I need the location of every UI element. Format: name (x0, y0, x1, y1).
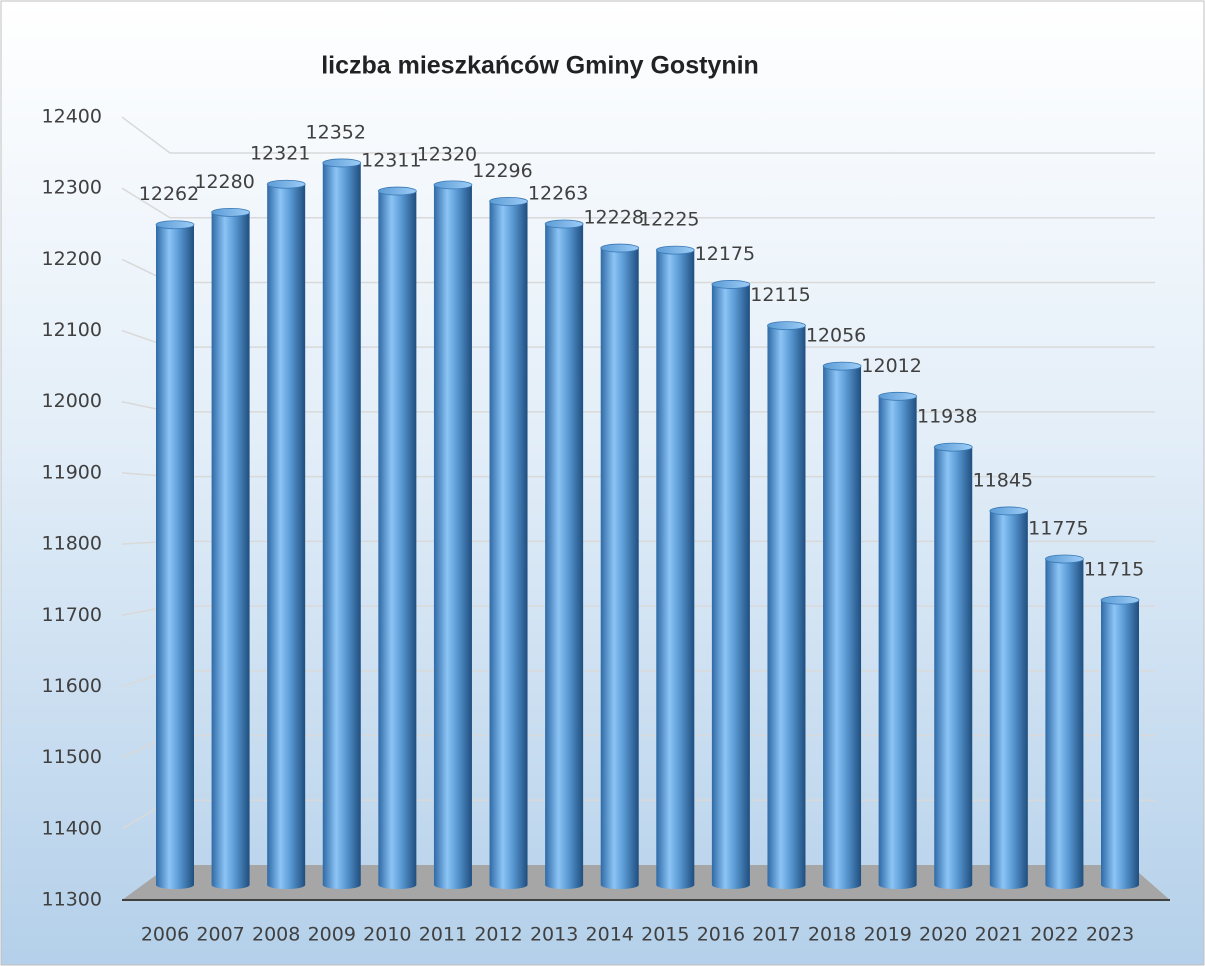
bar (878, 396, 917, 889)
data-label: 12115 (750, 284, 810, 306)
x-tick-label: 2009 (308, 924, 356, 946)
grid-line-side (121, 187, 171, 219)
bar-top (211, 207, 250, 217)
grid-line-side (121, 116, 171, 154)
y-tick-label: 11900 (42, 461, 102, 483)
y-tick-label: 11500 (42, 746, 102, 768)
bar-top (767, 321, 806, 331)
data-label: 11715 (1084, 559, 1144, 581)
data-label: 12320 (417, 143, 477, 165)
x-tick-label: 2015 (641, 924, 689, 946)
bar (378, 191, 417, 889)
bar (656, 250, 695, 889)
bar (934, 447, 973, 889)
bar-top (155, 220, 195, 230)
y-tick-label: 12400 (42, 106, 102, 128)
y-tick-label: 11300 (42, 889, 102, 911)
data-label: 12296 (472, 160, 532, 182)
data-label: 12225 (639, 209, 699, 231)
x-tick-label: 2010 (363, 924, 411, 946)
data-label: 12352 (306, 121, 366, 143)
y-tick-label: 12200 (42, 248, 102, 270)
data-label: 11845 (973, 469, 1033, 491)
x-tick-label: 2022 (1030, 924, 1078, 946)
bar-top (377, 186, 417, 196)
bar (489, 201, 528, 889)
data-label: 12262 (139, 183, 199, 205)
data-label: 12012 (861, 355, 921, 377)
bar (823, 366, 862, 889)
bar-top (655, 245, 695, 255)
bar (433, 184, 472, 890)
x-tick-label: 2023 (1086, 924, 1134, 946)
data-label: 12175 (695, 243, 755, 265)
bar (267, 184, 306, 890)
x-tick-label: 2017 (752, 924, 800, 946)
x-tick-label: 2007 (196, 924, 244, 946)
bar (767, 325, 806, 889)
x-tick-label: 2018 (808, 924, 856, 946)
bar-top (266, 179, 306, 189)
data-label: 12280 (194, 171, 254, 193)
bar-top (1045, 554, 1084, 564)
data-label: 12056 (806, 325, 866, 347)
x-tick-label: 2014 (586, 924, 634, 946)
chart-title: liczba mieszkańców Gminy Gostynin (321, 52, 759, 80)
y-tick-label: 12300 (42, 177, 102, 199)
x-tick-label: 2021 (975, 924, 1023, 946)
y-tick-label: 11600 (42, 675, 102, 697)
y-tick-label: 11400 (42, 817, 102, 839)
bar-top (822, 361, 862, 371)
bar-top (489, 196, 528, 206)
x-tick-label: 2012 (474, 924, 522, 946)
x-tick-label: 2006 (141, 924, 189, 946)
y-tick-label: 12100 (42, 319, 102, 341)
bar (989, 510, 1028, 889)
x-tick-label: 2013 (530, 924, 578, 946)
data-label: 12263 (528, 183, 588, 205)
data-label: 12321 (250, 143, 310, 165)
bar-top (933, 442, 973, 452)
data-label: 11938 (917, 406, 977, 428)
y-tick-label: 11700 (42, 604, 102, 626)
x-tick-label: 2016 (697, 924, 745, 946)
bar (545, 224, 584, 890)
bar (600, 248, 639, 889)
data-label: 12228 (583, 207, 643, 229)
x-tick-label: 2008 (252, 924, 300, 946)
x-tick-label: 2019 (863, 924, 911, 946)
bar (711, 284, 750, 889)
x-tick-label: 2020 (919, 924, 967, 946)
bar-top (600, 243, 640, 253)
bar-top (1100, 595, 1140, 605)
bar (1045, 558, 1084, 889)
bar-top (878, 391, 918, 401)
bar (211, 212, 250, 889)
y-tick-label: 12000 (42, 390, 102, 412)
bar-top (433, 180, 473, 190)
x-tick-label: 2011 (419, 924, 467, 946)
bar (1101, 600, 1139, 889)
bar-top (989, 506, 1029, 516)
bar (322, 162, 361, 890)
bar (156, 224, 194, 889)
data-label: 12311 (361, 150, 421, 172)
y-tick-label: 11800 (42, 533, 102, 555)
bar-top (544, 219, 584, 229)
bar-top (322, 158, 362, 168)
bar-top (711, 280, 751, 289)
data-label: 11775 (1028, 517, 1088, 539)
